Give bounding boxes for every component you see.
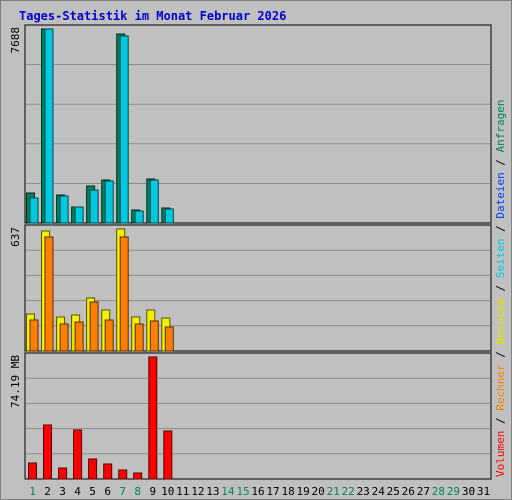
bar-seiten-day-1 xyxy=(29,197,39,224)
bar-seiten-day-2 xyxy=(44,28,54,224)
x-tick-label-22: 22 xyxy=(342,485,355,498)
legend-besuche: Besuche xyxy=(494,298,507,344)
x-tick-label-31: 31 xyxy=(477,485,490,498)
x-tick-label-28: 28 xyxy=(432,485,445,498)
x-tick-label-1: 1 xyxy=(29,485,36,498)
legend-separator: / xyxy=(494,219,507,239)
bar-rechner-day-2 xyxy=(44,236,54,352)
x-tick-label-15: 15 xyxy=(236,485,249,498)
bar-volumen-day-2 xyxy=(43,424,52,480)
x-tick-label-20: 20 xyxy=(311,485,324,498)
x-tick-label-3: 3 xyxy=(59,485,66,498)
bar-seiten-day-8 xyxy=(134,210,144,224)
legend: Volumen / Rechner / Besuche / Seiten / D… xyxy=(494,99,507,477)
bar-rechner-day-5 xyxy=(89,301,99,352)
bar-volumen-day-10 xyxy=(163,430,173,480)
x-tick-label-6: 6 xyxy=(104,485,111,498)
legend-rechner: Rechner xyxy=(494,364,507,411)
x-tick-label-29: 29 xyxy=(447,485,460,498)
panel-bottom-frame xyxy=(24,352,492,480)
x-tick-label-26: 26 xyxy=(402,485,415,498)
legend-anfragen: Anfragen xyxy=(494,99,507,152)
bar-rechner-day-3 xyxy=(59,323,69,352)
bar-rechner-day-8 xyxy=(134,323,144,352)
legend-volumen: Volumen xyxy=(494,431,507,477)
x-tick-label-11: 11 xyxy=(176,485,189,498)
bar-rechner-day-1 xyxy=(29,319,39,352)
bar-volumen-day-3 xyxy=(58,467,68,480)
x-tick-label-19: 19 xyxy=(296,485,309,498)
bar-seiten-day-6 xyxy=(104,180,114,224)
x-tick-label-10: 10 xyxy=(161,485,174,498)
panel-top-max-label: 7688 xyxy=(9,27,22,54)
bar-volumen-day-4 xyxy=(73,429,83,480)
panel-bottom-max-label: 74.19 MB xyxy=(9,355,22,408)
x-tick-label-25: 25 xyxy=(387,485,400,498)
bar-volumen-day-8 xyxy=(133,472,143,480)
bar-seiten-day-9 xyxy=(149,179,159,224)
x-tick-label-24: 24 xyxy=(372,485,386,498)
legend-separator: / xyxy=(494,411,507,431)
x-tick-label-12: 12 xyxy=(191,485,204,498)
bar-volumen-day-5 xyxy=(88,458,98,480)
x-tick-label-14: 14 xyxy=(221,485,235,498)
chart-title: Tages-Statistik im Monat Februar 2026 xyxy=(19,9,287,23)
bar-volumen-day-6 xyxy=(103,463,113,480)
legend-separator: / xyxy=(494,345,507,365)
panel-middle-max-label: 637 xyxy=(9,227,22,247)
bar-seiten-day-4 xyxy=(74,206,84,224)
panel-top-frame xyxy=(24,24,492,224)
x-tick-label-8: 8 xyxy=(134,485,141,498)
x-tick-label-7: 7 xyxy=(119,485,126,498)
x-tick-label-4: 4 xyxy=(74,485,81,498)
x-tick-label-16: 16 xyxy=(251,485,264,498)
bar-rechner-day-4 xyxy=(74,321,84,352)
x-tick-label-17: 17 xyxy=(266,485,279,498)
x-tick-label-13: 13 xyxy=(206,485,219,498)
legend-separator: / xyxy=(494,278,507,298)
bar-seiten-day-3 xyxy=(59,195,69,224)
bar-seiten-day-5 xyxy=(89,189,99,224)
bar-volumen-day-1 xyxy=(28,462,37,480)
panel-middle-frame xyxy=(24,224,492,352)
bar-rechner-day-6 xyxy=(104,319,114,352)
x-tick-label-21: 21 xyxy=(327,485,340,498)
bar-seiten-day-7 xyxy=(119,35,129,224)
x-tick-label-27: 27 xyxy=(417,485,430,498)
bar-rechner-day-7 xyxy=(119,236,129,352)
legend-separator: / xyxy=(494,152,507,172)
x-tick-label-18: 18 xyxy=(281,485,294,498)
bar-rechner-day-9 xyxy=(149,320,159,352)
x-tick-label-23: 23 xyxy=(357,485,370,498)
x-tick-label-2: 2 xyxy=(44,485,51,498)
legend-dateien: Dateien xyxy=(494,172,507,218)
x-tick-label-5: 5 xyxy=(89,485,96,498)
bar-volumen-day-7 xyxy=(118,469,128,480)
bar-volumen-day-9 xyxy=(148,356,158,480)
legend-seiten: Seiten xyxy=(494,239,507,279)
bar-rechner-day-10 xyxy=(164,326,174,352)
x-tick-label-9: 9 xyxy=(149,485,156,498)
x-tick-label-30: 30 xyxy=(462,485,475,498)
bar-seiten-day-10 xyxy=(164,208,174,224)
